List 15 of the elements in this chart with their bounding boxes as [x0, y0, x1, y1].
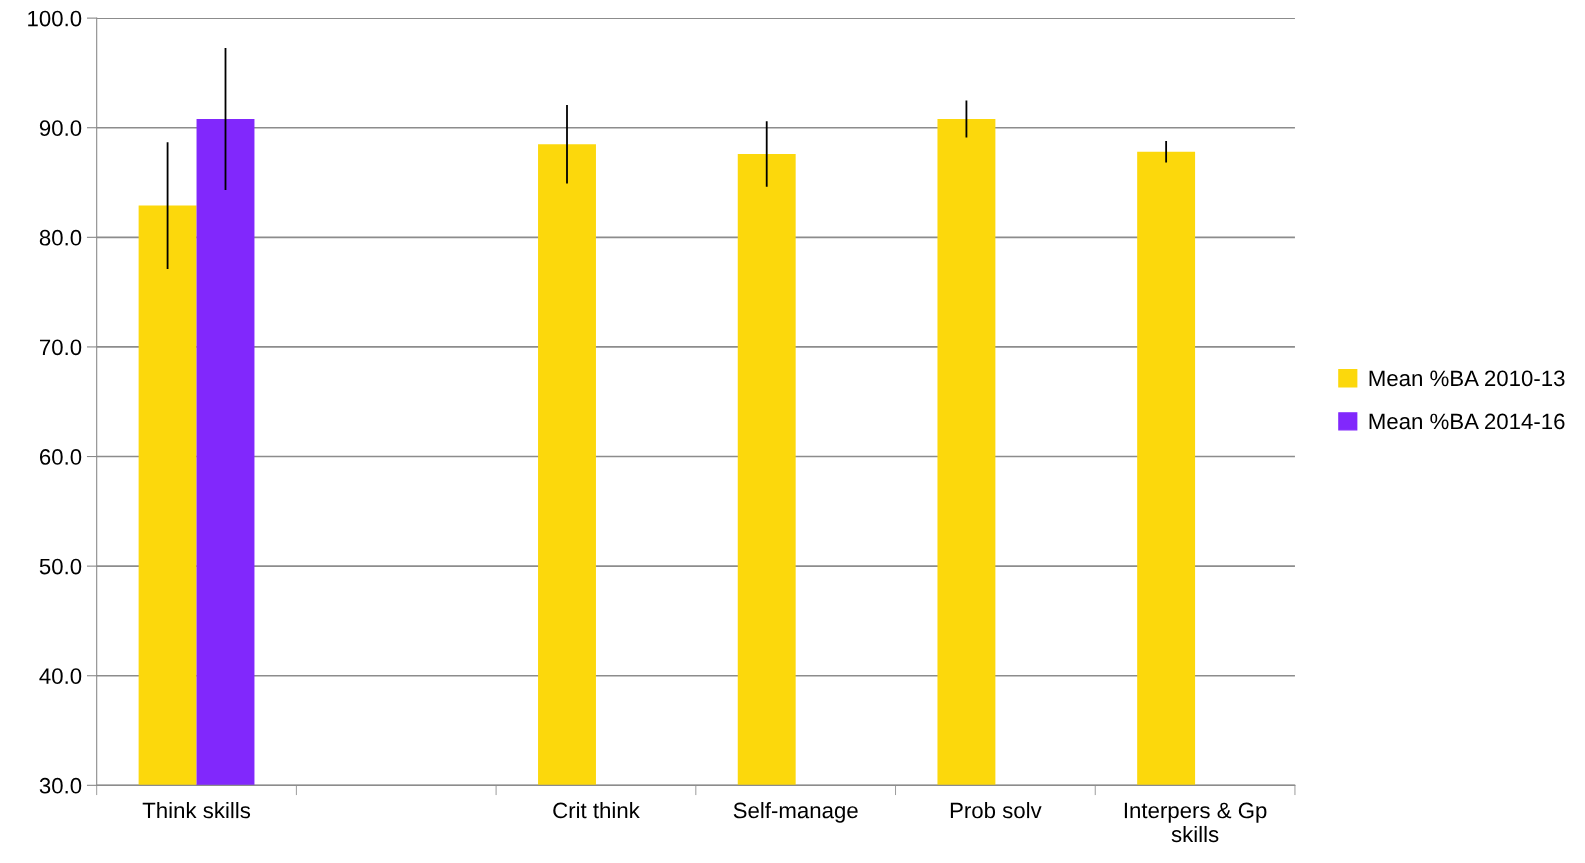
- y-tick-label: 50.0: [39, 558, 82, 575]
- x-tick-label: Think skills: [142, 802, 251, 819]
- y-tick-label: 70.0: [39, 339, 82, 356]
- y-tick-label: 30.0: [39, 777, 82, 794]
- x-tick-label: Self-manage: [733, 802, 858, 823]
- legend-label: Mean %BA 2010-13: [1369, 370, 1565, 387]
- x-tick-label: Interpers & Gp skills: [1124, 802, 1267, 843]
- x-tick-label: Prob solv: [950, 802, 1042, 819]
- y-tick-label: 90.0: [39, 120, 82, 136]
- y-tick-label: 60.0: [39, 449, 82, 465]
- y-tick-label: 40.0: [39, 668, 82, 684]
- x-tick-label: Crit think: [553, 802, 640, 819]
- y-tick-label: 80.0: [39, 229, 82, 246]
- legend-label: Mean %BA 2014-16: [1369, 413, 1565, 430]
- y-tick-label: 100.0: [28, 10, 82, 27]
